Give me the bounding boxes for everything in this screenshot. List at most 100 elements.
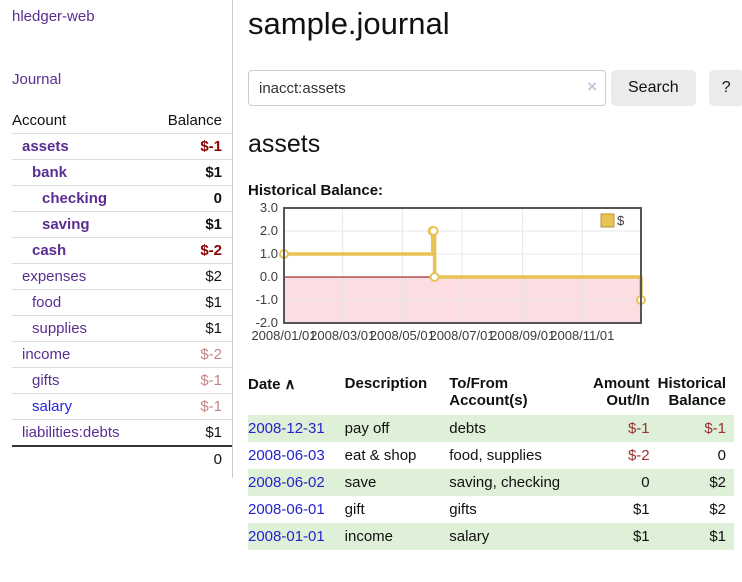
account-balance: $-2 — [200, 346, 222, 363]
transaction-description: pay off — [344, 420, 390, 437]
account-balance: $1 — [205, 164, 222, 181]
clear-search-icon[interactable]: × — [587, 77, 597, 96]
accounts-col-account: Account — [12, 112, 67, 129]
account-balance: 0 — [213, 190, 222, 207]
transaction-amount: 0 — [641, 474, 650, 491]
transaction-description: eat & shop — [344, 447, 417, 464]
register-row: 2008-01-01 income salary $1 $1 — [248, 523, 734, 550]
transaction-balance: $2 — [709, 474, 726, 491]
transaction-date-cell: 2008-01-01 — [248, 523, 345, 550]
col-description: Description — [344, 375, 428, 392]
account-row: bank $1 — [12, 159, 232, 185]
col-accounts: To/From Account(s) — [449, 375, 528, 409]
register-rows: 2008-12-31 pay off debts $-1 $-1 2008-06-03 ea… — [248, 415, 734, 550]
account-balance: $-1 — [200, 372, 222, 389]
sort-asc-icon: ∧ — [284, 376, 296, 393]
x-tick-label: 2008/11/01 — [550, 328, 614, 343]
account-balance: $-2 — [200, 242, 222, 259]
col-date-sortable[interactable]: Date ∧ — [248, 371, 345, 415]
transaction-amount: $1 — [632, 528, 650, 545]
historical-balance-chart: $3.0 2.0 1.0 0.0 -1.0 -2.0 2008/01/01 2008/03/0… — [248, 203, 734, 355]
account-link-assets[interactable]: assets — [22, 138, 69, 155]
account-row: supplies $1 — [12, 315, 232, 341]
account-row: gifts $-1 — [12, 367, 232, 393]
app-title-link[interactable]: hledger-web — [12, 8, 95, 25]
account-link-liabilities-debts[interactable]: liabilities:debts — [22, 424, 120, 441]
account-balance: $1 — [205, 216, 222, 233]
account-row: liabilities:debts $1 — [12, 419, 232, 445]
register-table: Date ∧ Description To/From Account(s) Amo… — [248, 371, 734, 550]
legend-swatch — [600, 213, 615, 228]
transaction-accounts: food, supplies — [449, 447, 542, 464]
account-link-saving[interactable]: saving — [42, 216, 90, 233]
transaction-balance: 0 — [717, 447, 726, 464]
col-date-label: Date — [248, 376, 281, 393]
data-point-marker — [429, 272, 440, 282]
register-row: 2008-06-02 save saving, checking 0 $2 — [248, 469, 734, 496]
chart-title: Historical Balance: — [248, 182, 384, 199]
account-link-food[interactable]: food — [32, 294, 62, 311]
transaction-date-cell: 2008-06-03 — [248, 442, 345, 469]
page-title: sample.journal — [248, 6, 450, 41]
main-content: sample.journal × Search ? assets Histori… — [233, 0, 742, 550]
transaction-date-link[interactable]: 2008-12-31 — [248, 420, 325, 437]
y-tick-label: 2.0 — [260, 223, 278, 238]
y-tick-label: 1.0 — [260, 246, 278, 261]
transaction-date-link[interactable]: 2008-06-03 — [248, 447, 325, 464]
account-balance: $-1 — [200, 398, 222, 415]
register-row: 2008-06-01 gift gifts $1 $2 — [248, 496, 734, 523]
register-header-row: Date ∧ Description To/From Account(s) Amo… — [248, 371, 734, 415]
sidebar: hledger-web Journal Account Balance asse… — [0, 0, 233, 478]
transaction-accounts: saving, checking — [449, 474, 561, 491]
accounts-table: Account Balance assets $-1 bank $1 checking 0… — [12, 108, 232, 472]
transaction-amount: $-2 — [627, 447, 650, 464]
account-page-title: assets — [248, 130, 321, 158]
transaction-description: income — [344, 528, 394, 545]
account-row: saving $1 — [12, 211, 232, 237]
search-button[interactable]: Search — [611, 70, 696, 106]
transaction-accounts: gifts — [449, 501, 477, 518]
chart-svg: $3.0 2.0 1.0 0.0 -1.0 -2.02008/01/012008/03/0… — [251, 203, 646, 343]
x-tick-label: 2008/03/01 — [310, 328, 375, 343]
account-link-income[interactable]: income — [22, 346, 71, 363]
search-box: × — [248, 70, 606, 106]
accounts-total-value: 0 — [213, 451, 222, 468]
account-link-checking[interactable]: checking — [42, 190, 108, 207]
accounts-col-balance: Balance — [167, 112, 222, 129]
register-row: 2008-12-31 pay off debts $-1 $-1 — [248, 415, 734, 442]
help-button[interactable]: ? — [708, 70, 742, 106]
y-tick-label: -1.0 — [256, 292, 278, 307]
account-link-expenses[interactable]: expenses — [22, 268, 87, 285]
account-link-gifts[interactable]: gifts — [32, 372, 60, 389]
transaction-description: gift — [344, 501, 365, 518]
transaction-date-cell: 2008-12-31 — [248, 415, 345, 442]
account-balance: $1 — [205, 424, 222, 441]
transaction-accounts: salary — [449, 528, 490, 545]
transaction-balance: $-1 — [704, 420, 726, 437]
transaction-date-link[interactable]: 2008-01-01 — [248, 528, 325, 545]
data-point-marker — [428, 226, 439, 236]
accounts-total-row: 0 — [12, 445, 232, 472]
account-link-bank[interactable]: bank — [32, 164, 68, 181]
sidebar-item-journal[interactable]: Journal — [12, 71, 62, 88]
transaction-description: save — [344, 474, 377, 491]
transaction-amount: $-1 — [627, 420, 650, 437]
account-link-supplies[interactable]: supplies — [32, 320, 88, 337]
account-row: cash $-2 — [12, 237, 232, 263]
account-link-salary[interactable]: salary — [32, 398, 73, 415]
account-row: expenses $2 — [12, 263, 232, 289]
transaction-date-link[interactable]: 2008-06-02 — [248, 474, 325, 491]
x-tick-label: 2008/07/01 — [429, 328, 494, 343]
col-amount: Amount Out/In — [592, 375, 650, 409]
account-link-cash[interactable]: cash — [32, 242, 67, 259]
search-input[interactable] — [248, 70, 606, 106]
plot-border — [283, 207, 642, 324]
transaction-amount: $1 — [632, 501, 650, 518]
col-balance: Historical Balance — [657, 375, 726, 409]
account-balance: $2 — [205, 268, 222, 285]
transaction-date-cell: 2008-06-01 — [248, 496, 345, 523]
y-tick-label: 0.0 — [260, 269, 278, 284]
y-tick-label: 3.0 — [260, 203, 278, 215]
account-row: checking 0 — [12, 185, 232, 211]
transaction-date-link[interactable]: 2008-06-01 — [248, 501, 325, 518]
